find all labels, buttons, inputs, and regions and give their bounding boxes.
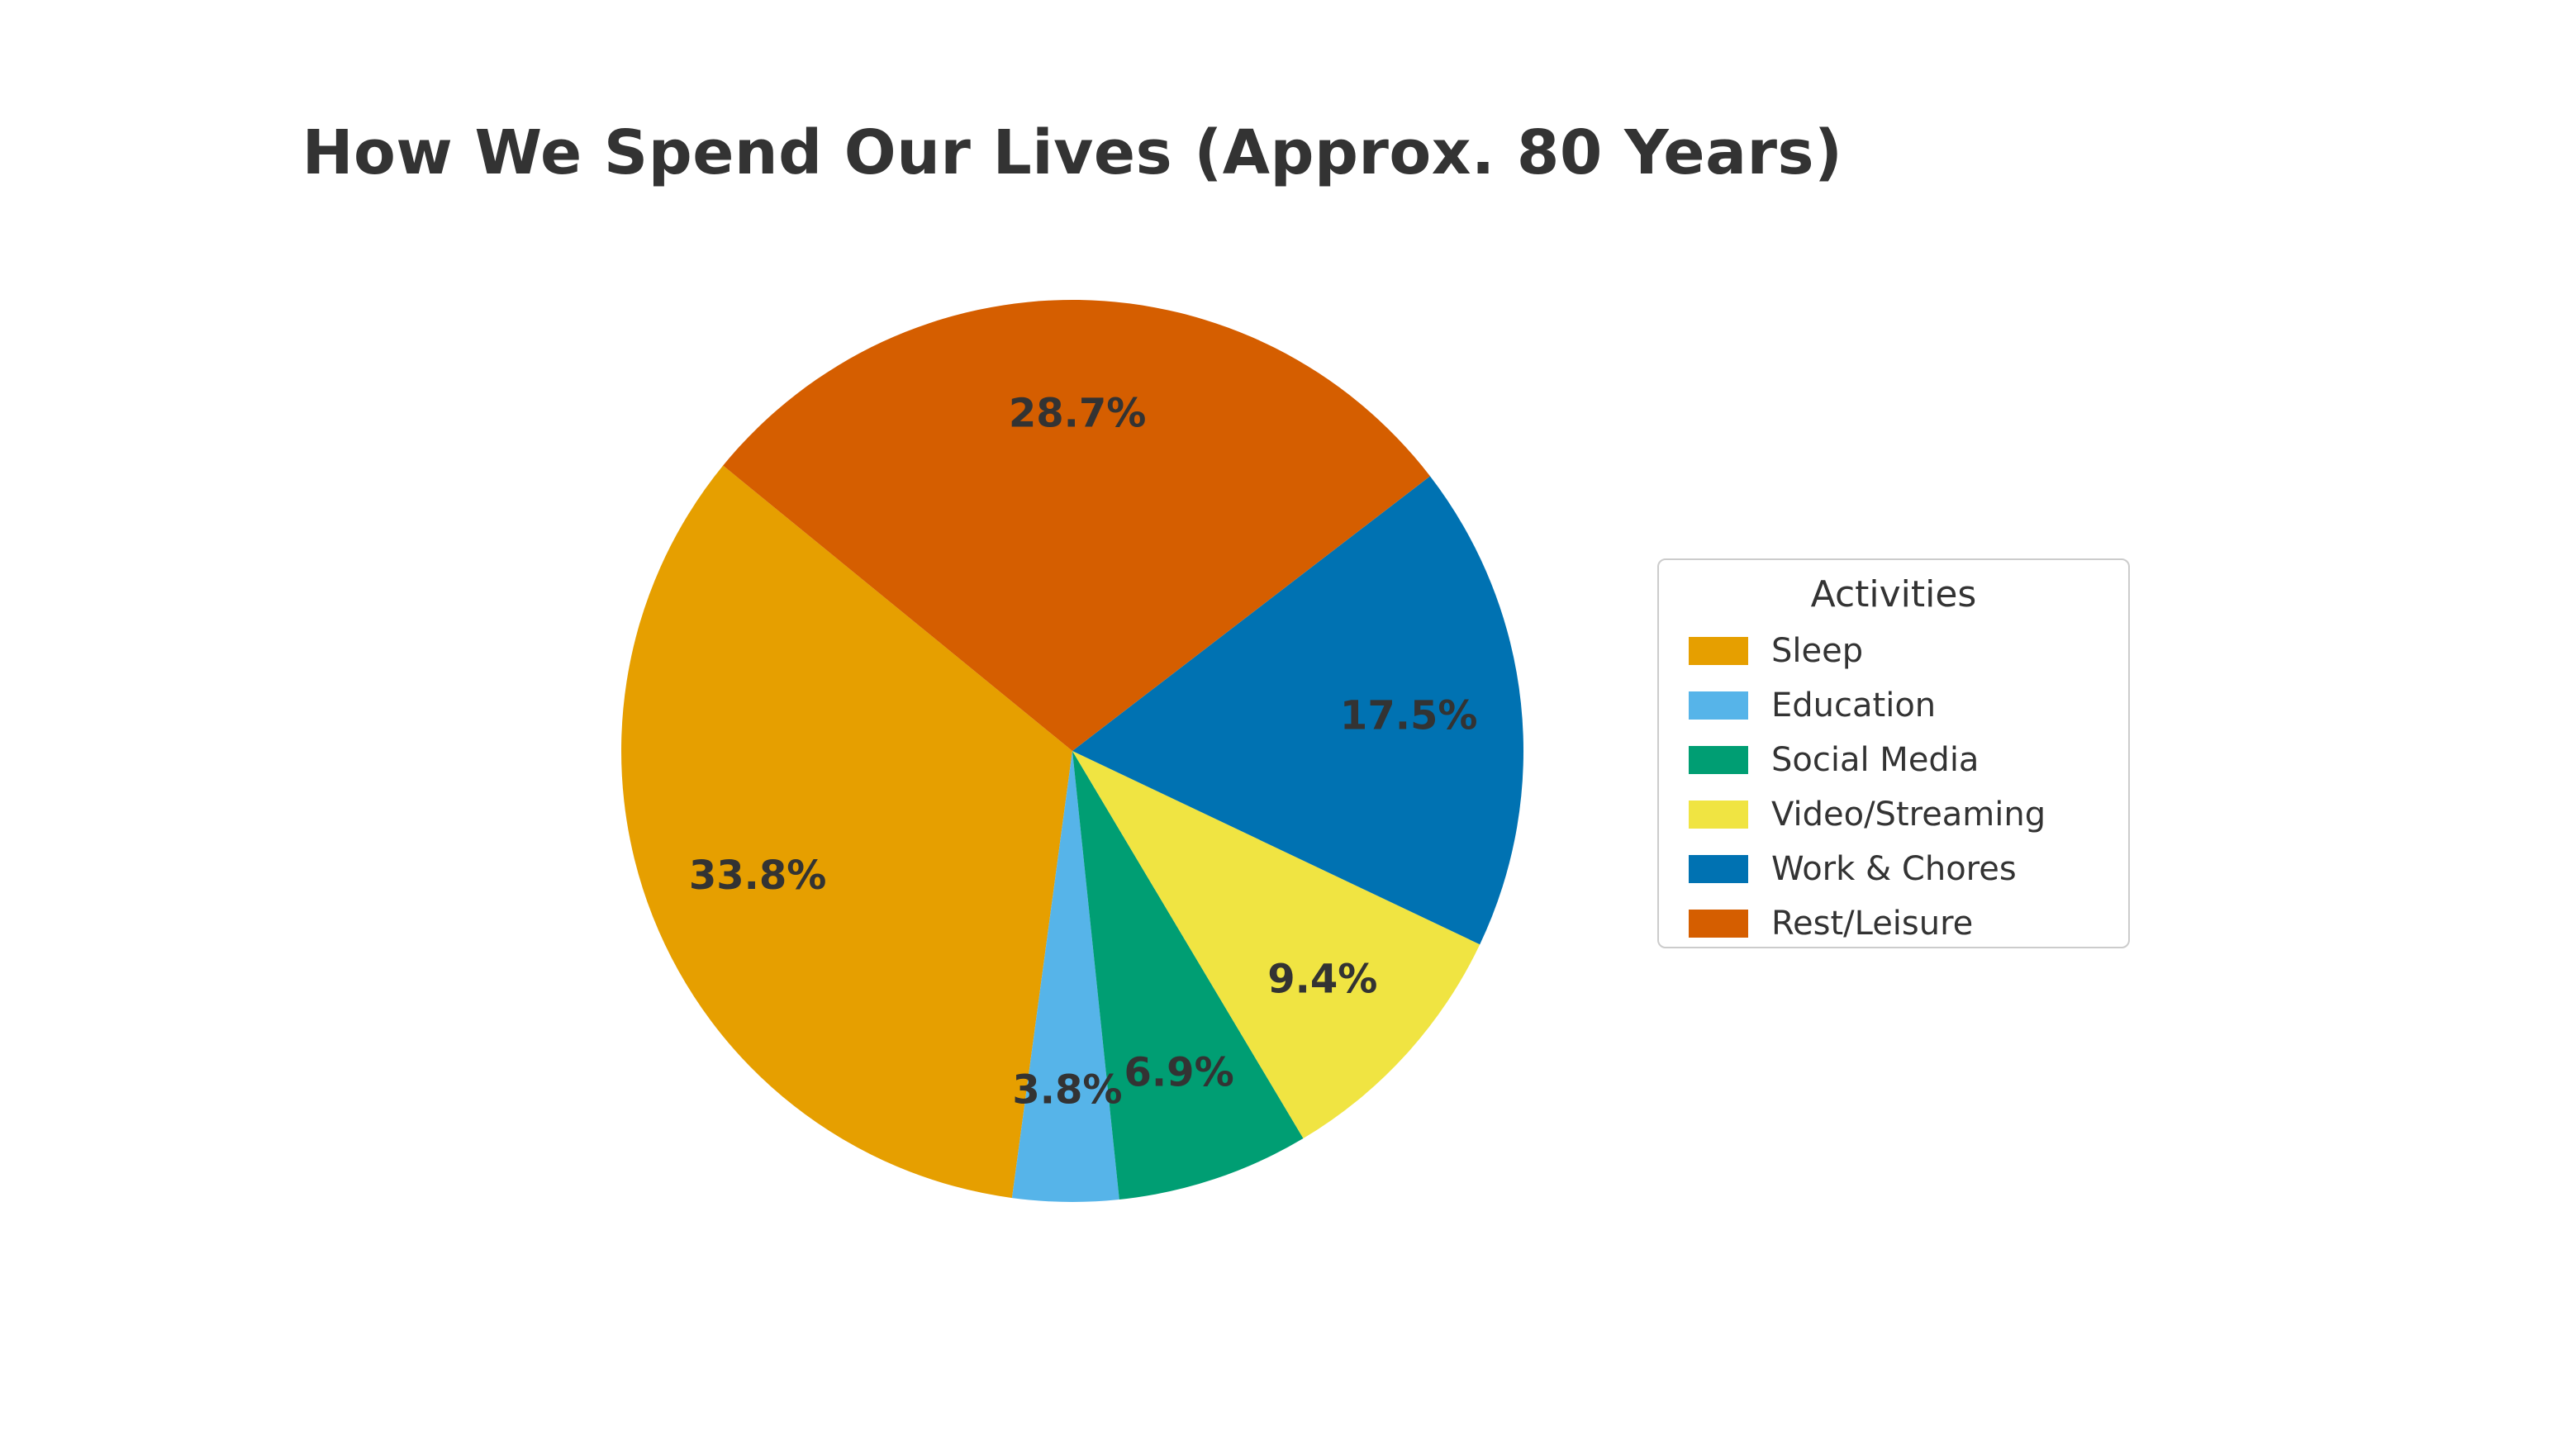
legend-swatch-video-streaming [1689,801,1748,829]
pie-slice-video-streaming [1072,751,1480,1139]
legend-swatch-education [1689,691,1748,720]
pie-percent-label-education: 3.8% [1012,1067,1122,1113]
pie-percent-label-rest-leisure: 28.7% [1009,390,1147,436]
legend-item-rest-leisure: Rest/Leisure [1659,896,2128,951]
legend-label-social-media: Social Media [1771,741,1980,779]
pie-percent-label-sleep: 33.8% [689,853,827,899]
legend-label-rest-leisure: Rest/Leisure [1771,905,1974,943]
pie-slice-sleep [620,465,1072,1199]
pie-percent-label-video-streaming: 9.4% [1267,956,1377,1002]
chart-title: How We Spend Our Lives (Approx. 80 Years… [302,117,1843,188]
legend: Activities Sleep Education Social Media Vid… [1657,558,2130,948]
legend-label-work-chores: Work & Chores [1771,850,2017,888]
legend-title: Activities [1810,573,1977,615]
legend-rows: Sleep Education Social Media Video/Streamin… [1659,624,2128,951]
legend-swatch-work-chores [1689,855,1748,883]
pie-percent-label-social-media: 6.9% [1124,1049,1234,1095]
legend-item-video-streaming: Video/Streaming [1659,787,2128,842]
legend-label-video-streaming: Video/Streaming [1771,796,2046,834]
legend-swatch-social-media [1689,746,1748,774]
pie-slice-social-media [1072,751,1304,1200]
pie-slice-rest-leisure [723,299,1430,751]
pie-slice-education [1011,751,1119,1202]
legend-item-sleep: Sleep [1659,624,2128,678]
pie-percent-label-work-chores: 17.5% [1340,693,1478,739]
legend-label-sleep: Sleep [1771,632,1864,670]
pie-slice-work-chores [1072,476,1524,945]
legend-swatch-rest-leisure [1689,910,1748,938]
legend-label-education: Education [1771,686,1937,724]
legend-item-education: Education [1659,678,2128,733]
legend-item-social-media: Social Media [1659,733,2128,787]
legend-item-work-chores: Work & Chores [1659,842,2128,896]
legend-swatch-sleep [1689,637,1748,665]
